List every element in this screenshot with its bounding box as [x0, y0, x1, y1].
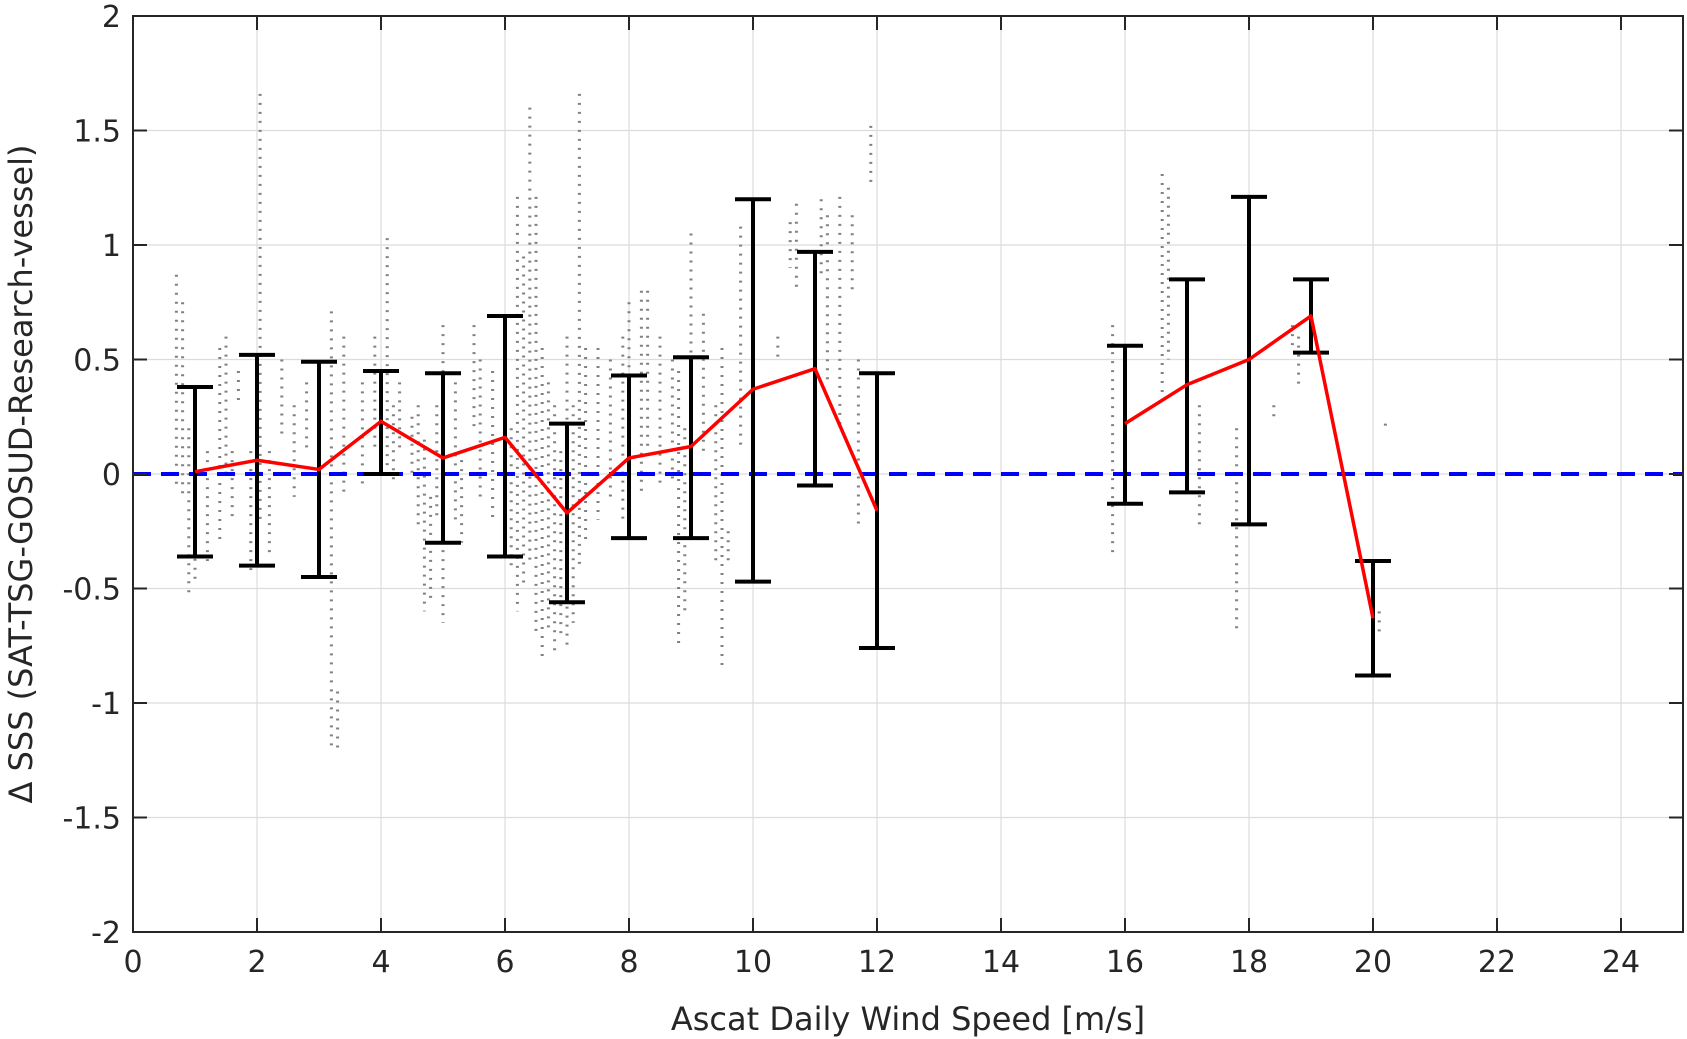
x-tick-label: 10 [734, 945, 772, 980]
x-tick-label: 8 [619, 945, 638, 980]
error-bars [177, 194, 1391, 678]
y-tick-label: -0.5 [62, 573, 121, 608]
mean-line-segment [194, 366, 879, 515]
x-tick-label: 22 [1478, 945, 1516, 980]
scatter-points [174, 93, 1387, 749]
y-tick-label: 2 [102, 0, 121, 35]
x-tick-label: 16 [1106, 945, 1144, 980]
y-tick-label: 1.5 [73, 115, 121, 150]
x-tick-label: 12 [858, 945, 896, 980]
x-tick-label: 20 [1354, 945, 1392, 980]
mean-line [194, 314, 1375, 619]
x-tick-label: 0 [123, 945, 142, 980]
y-axis-ticks: -2 -1.5 -1 -0.5 0 0.5 1 1.5 2 [62, 0, 1683, 951]
x-axis-label: Ascat Daily Wind Speed [m/s] [671, 1000, 1145, 1038]
y-tick-label: 0.5 [73, 344, 121, 379]
x-tick-label: 18 [1230, 945, 1268, 980]
x-tick-label: 6 [495, 945, 514, 980]
y-tick-label: -1.5 [62, 802, 121, 837]
y-tick-label: 0 [102, 458, 121, 493]
y-axis-label: Δ SSS (SAT-TSG-GOSUD-Research-vessel) [2, 145, 40, 804]
mean-line-segment [1124, 314, 1375, 619]
x-tick-label: 4 [371, 945, 390, 980]
x-axis-ticks: 0 2 4 6 8 10 12 14 16 18 20 22 24 [123, 16, 1640, 980]
x-tick-label: 14 [982, 945, 1020, 980]
y-tick-label: -2 [91, 916, 121, 951]
x-tick-label: 24 [1602, 945, 1640, 980]
y-tick-label: 1 [102, 229, 121, 264]
y-tick-label: -1 [91, 687, 121, 722]
x-tick-label: 2 [247, 945, 266, 980]
